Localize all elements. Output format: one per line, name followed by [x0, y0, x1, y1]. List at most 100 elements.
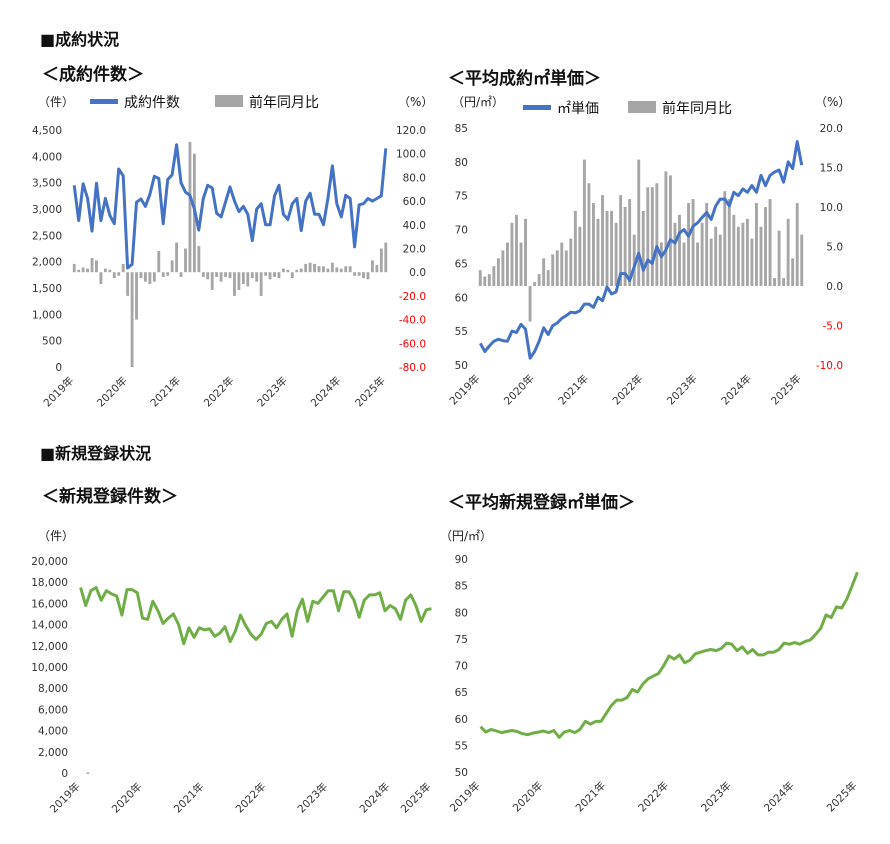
- y-right-tick-label: -20.0: [399, 291, 426, 303]
- bar: [691, 199, 695, 286]
- bar: [197, 246, 201, 273]
- bar: [587, 183, 591, 286]
- y-left-tick-label: 60: [455, 292, 468, 304]
- bar: [330, 262, 334, 273]
- bar: [99, 272, 103, 285]
- bar: [501, 250, 505, 286]
- bar: [487, 274, 491, 286]
- y-right-tick-label: 10.0: [820, 202, 843, 214]
- y-left-tick-label: 12,000: [31, 641, 68, 653]
- bar: [184, 248, 187, 273]
- y-left-tick-label: 50: [455, 767, 468, 779]
- bar: [139, 272, 143, 279]
- bar: [206, 272, 210, 280]
- bar: [233, 272, 236, 296]
- series-line: [72, 143, 388, 270]
- bar: [375, 265, 379, 273]
- bar: [709, 238, 713, 286]
- bar: [791, 258, 795, 286]
- y-left-tick-label: 8,000: [38, 683, 68, 695]
- bar: [117, 272, 121, 276]
- y-left-tick-label: 10,000: [31, 662, 68, 674]
- y-left-tick-label: 6,000: [38, 704, 68, 716]
- bar: [219, 272, 223, 282]
- x-tick-label: 2019年: [41, 374, 77, 410]
- y-right-tick-label: 15.0: [820, 163, 843, 175]
- y-left-tick-label: 4,000: [32, 151, 62, 163]
- y-left-tick-label: 2,000: [38, 747, 68, 759]
- x-tick-label: 2022年: [201, 374, 237, 410]
- x-tick-label: 2020年: [510, 779, 546, 815]
- y-left-tick-label: 75: [455, 191, 468, 203]
- y-left-tick-label: 16,000: [31, 598, 68, 610]
- bar: [741, 222, 745, 286]
- bar: [130, 272, 134, 367]
- bar: [370, 260, 374, 273]
- y-right-tick-label: -80.0: [399, 362, 426, 374]
- x-tick-label: 2023年: [698, 779, 734, 815]
- bar: [81, 267, 85, 273]
- bar: [632, 234, 636, 286]
- x-tick-label: 2022年: [610, 372, 646, 408]
- x-tick-label: 2023年: [254, 374, 290, 410]
- y-left-tick-label: 50: [455, 360, 468, 372]
- right-axis-unit: （%）: [398, 95, 433, 109]
- y-left-tick-label: 55: [455, 326, 468, 338]
- bar: [344, 266, 348, 273]
- left-axis-unit: （円/㎡）: [452, 95, 504, 109]
- x-tick-label: 2019年: [447, 372, 483, 408]
- bar: [782, 278, 786, 286]
- bar: [483, 276, 487, 286]
- y-left-tick-label: 85: [455, 123, 468, 135]
- y-left-tick-label: 18,000: [31, 577, 68, 589]
- bar: [659, 242, 663, 286]
- bar: [628, 199, 632, 286]
- y-left-tick-label: 3,500: [32, 178, 62, 190]
- y-right-tick-label: 0.0: [826, 281, 843, 293]
- y-left-tick-label: 2,000: [32, 257, 62, 269]
- y-left-tick-label: 75: [455, 634, 468, 646]
- bar: [610, 210, 614, 286]
- bar: [623, 207, 627, 286]
- bar: [241, 272, 245, 285]
- bar: [528, 286, 532, 322]
- y-left-tick-label: 3,000: [32, 204, 62, 216]
- bar: [237, 272, 241, 290]
- series-line: [478, 140, 804, 360]
- y-right-tick-label: 20.0: [403, 244, 426, 256]
- bar: [144, 272, 147, 282]
- y-left-tick-label: 70: [455, 661, 468, 673]
- y-right-tick-label: 60.0: [403, 196, 426, 208]
- bar: [326, 268, 330, 273]
- bar: [750, 238, 754, 286]
- bar: [773, 278, 777, 286]
- x-tick-label: 2025年: [824, 779, 860, 815]
- bar: [188, 141, 192, 273]
- bar: [673, 222, 677, 286]
- bar: [135, 272, 138, 320]
- bar: [322, 266, 325, 273]
- bar: [121, 263, 125, 273]
- y-right-tick-label: 100.0: [396, 149, 426, 161]
- bar: [210, 272, 214, 290]
- bar: [304, 263, 308, 273]
- bar: [72, 263, 76, 273]
- bar: [546, 270, 550, 286]
- bar: [786, 218, 790, 286]
- bar: [705, 203, 709, 286]
- bar: [215, 272, 219, 277]
- bar: [335, 267, 339, 273]
- bar: [379, 248, 383, 273]
- bar: [668, 175, 672, 286]
- bar: [768, 199, 772, 286]
- y-left-tick-label: 500: [42, 336, 62, 348]
- x-tick-label: 2024年: [357, 780, 393, 816]
- bar: [714, 226, 718, 286]
- bar: [560, 242, 564, 286]
- bar: [519, 242, 523, 286]
- bar: [175, 242, 179, 273]
- y-left-tick-label: 14,000: [31, 620, 68, 632]
- bar: [295, 269, 299, 273]
- bar: [166, 272, 170, 276]
- bar: [524, 218, 527, 286]
